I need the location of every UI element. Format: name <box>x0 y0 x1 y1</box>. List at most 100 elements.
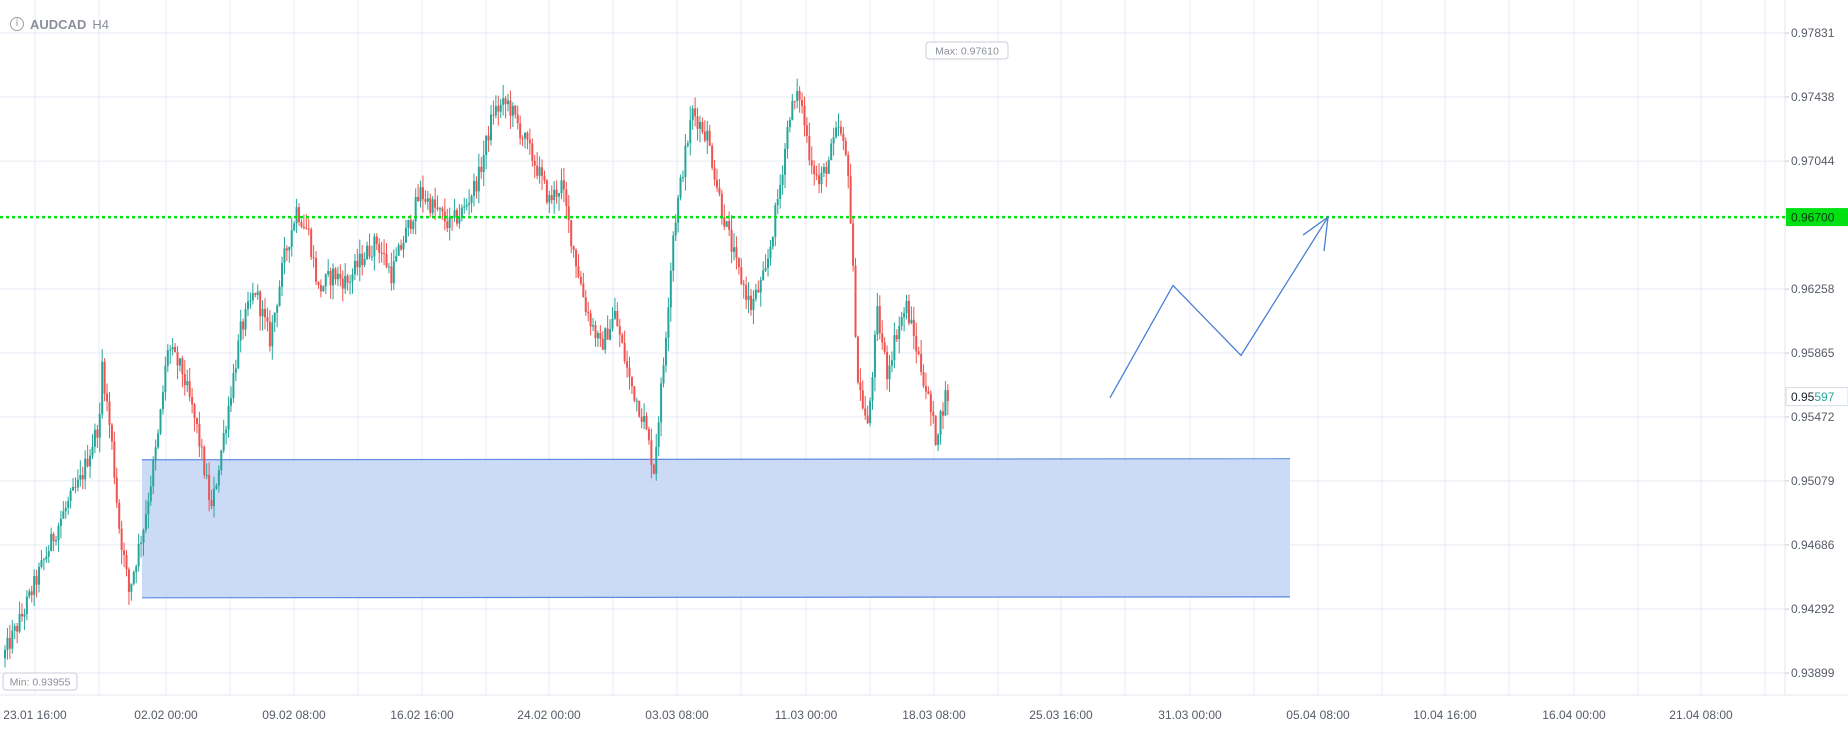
candle-body <box>652 464 655 474</box>
candle-body <box>485 135 488 156</box>
candle-body <box>720 193 723 218</box>
candle-body <box>334 268 337 280</box>
candle-body <box>278 286 281 306</box>
candle-body <box>103 361 106 394</box>
candle-body <box>528 139 531 144</box>
candle-body <box>72 486 75 491</box>
candle-body <box>818 175 821 185</box>
candle-body <box>273 312 276 323</box>
candle-body <box>417 196 420 202</box>
candle-body <box>633 386 636 401</box>
candle-body <box>465 204 468 207</box>
candle-body <box>740 267 743 284</box>
candle-body <box>893 335 896 361</box>
symbol-label: AUDCAD <box>30 16 87 32</box>
candle-body <box>115 477 118 503</box>
candle-body <box>562 180 565 190</box>
candle-body <box>203 447 206 476</box>
candle-body <box>315 257 318 282</box>
candle-body <box>825 166 828 174</box>
candle-body <box>101 361 104 415</box>
candle-body <box>256 291 259 296</box>
candle-body <box>788 120 791 128</box>
time-tick-label: 05.04 08:00 <box>1286 708 1350 722</box>
candle-body <box>587 312 590 314</box>
level-price-label: 0.96700 <box>1791 211 1835 225</box>
candle-body <box>920 354 923 373</box>
candle-body <box>181 358 184 375</box>
info-icon[interactable]: i <box>10 17 24 31</box>
candle-body <box>23 614 26 617</box>
candle-body <box>572 246 575 250</box>
candle-body <box>237 340 240 369</box>
demand-zone-bottom-edge <box>141 596 1291 599</box>
candle-body <box>38 566 41 585</box>
time-tick-label: 31.03 00:00 <box>1158 708 1222 722</box>
candle-body <box>747 295 750 300</box>
candle-body <box>349 281 352 283</box>
candle-body <box>324 274 327 287</box>
candle-body <box>113 441 116 478</box>
candle-body <box>820 172 823 185</box>
candle-body <box>521 138 524 140</box>
candle-body <box>830 143 833 160</box>
candle-body <box>431 199 434 213</box>
time-tick-label: 16.02 16:00 <box>390 708 454 722</box>
time-tick-label: 23.01 16:00 <box>3 708 67 722</box>
candle-body <box>25 596 28 615</box>
candle-body <box>200 446 203 448</box>
candle-body <box>375 236 378 244</box>
candle-body <box>249 300 252 302</box>
candle-body <box>822 166 825 173</box>
candle-body <box>205 474 208 476</box>
price-tick-label: 0.93899 <box>1791 666 1835 680</box>
candle-body <box>453 210 456 218</box>
candle-body <box>217 470 220 486</box>
candle-body <box>295 207 298 224</box>
candle-body <box>232 373 235 399</box>
candle-body <box>344 275 347 289</box>
candle-body <box>524 132 527 139</box>
candle-body <box>679 177 682 198</box>
candle-body <box>147 501 150 515</box>
price-tick-label: 0.97438 <box>1791 90 1835 104</box>
min-label: Min: 0.93955 <box>10 677 71 689</box>
candle-body <box>810 160 813 166</box>
candle-body <box>869 400 872 424</box>
candle-body <box>30 591 33 596</box>
candle-body <box>477 166 480 192</box>
candle-body <box>370 256 373 258</box>
candle-body <box>198 423 201 447</box>
candle-body <box>609 329 612 340</box>
candle-body <box>390 266 393 284</box>
candle-body <box>244 309 247 330</box>
candle-body <box>322 286 325 292</box>
candle-body <box>511 105 514 116</box>
demand-zone-top-edge <box>141 458 1291 461</box>
candle-body <box>264 308 267 318</box>
candle-body <box>584 297 587 313</box>
candle-body <box>11 630 14 649</box>
candle-body <box>193 404 196 419</box>
candle-body <box>21 613 24 617</box>
candle-body <box>864 408 867 416</box>
candle-body <box>212 488 215 507</box>
candle-body <box>660 383 663 423</box>
candle-body <box>645 415 648 430</box>
candle-body <box>905 300 908 314</box>
candlestick-series <box>4 78 949 668</box>
candle-body <box>366 245 369 260</box>
candle-body <box>276 305 279 313</box>
candle-body <box>558 193 561 197</box>
candle-body <box>684 145 687 178</box>
candle-body <box>876 306 879 335</box>
candle-body <box>924 385 927 392</box>
candle-body <box>346 275 349 283</box>
candle-body <box>701 121 704 132</box>
candle-body <box>737 257 740 268</box>
candle-body <box>140 542 143 544</box>
candle-body <box>67 500 70 508</box>
candle-body <box>157 433 160 448</box>
candle-body <box>463 206 466 208</box>
